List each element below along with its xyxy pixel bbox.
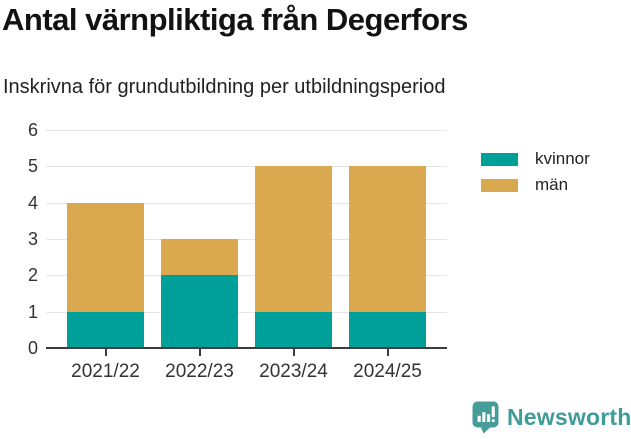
bar-segment-kvinnor — [67, 311, 144, 348]
gridline — [46, 275, 447, 277]
x-tick-label: 2024/25 — [353, 361, 422, 382]
bar-segment-män — [161, 239, 238, 276]
x-axis-line — [46, 347, 447, 349]
newsworthy-logo-icon — [472, 401, 499, 434]
y-tick-label: 0 — [27, 338, 38, 358]
y-tick-label: 1 — [27, 301, 38, 322]
bar-segment-kvinnor — [161, 275, 238, 348]
y-tick-label: 2 — [27, 265, 38, 286]
legend-swatch-kvinnor — [481, 152, 518, 166]
plot-area — [46, 130, 447, 356]
gridline — [46, 239, 447, 240]
gridline — [46, 166, 447, 168]
bar-segment-kvinnor — [255, 311, 332, 348]
bar-segment-män — [67, 202, 144, 312]
x-axis-tick — [104, 349, 107, 356]
newsworthy-brand-link[interactable]: Newsworthy — [472, 401, 631, 434]
x-tick-label: 2023/24 — [259, 361, 328, 382]
legend-item-kvinnor: kvinnor — [481, 146, 590, 172]
gridline — [46, 130, 447, 131]
legend: kvinnor män — [481, 146, 590, 198]
y-tick-label: 4 — [27, 192, 38, 213]
bar-segment-män — [255, 166, 332, 312]
chart-subtitle: Inskrivna för grundutbildning per utbild… — [3, 76, 446, 98]
x-tick-label: 2022/23 — [165, 361, 234, 382]
y-tick-label: 3 — [27, 229, 38, 249]
bar-segment-män — [349, 166, 426, 312]
x-axis-tick — [292, 349, 295, 356]
x-axis-tick — [386, 349, 389, 356]
legend-label-män: män — [535, 175, 569, 194]
y-tick-label: 5 — [27, 156, 38, 177]
legend-item-män: män — [481, 172, 590, 198]
brand-name: Newsworthy — [507, 404, 631, 430]
y-tick-label: 6 — [27, 120, 38, 140]
y-axis-labels: 0 1 2 3 4 5 6 — [0, 120, 38, 358]
bar-segment-kvinnor — [349, 311, 426, 348]
chart-title: Antal värnpliktiga från Degerfors — [2, 2, 468, 37]
gridline — [46, 311, 447, 313]
x-tick-label: 2021/22 — [71, 361, 140, 382]
x-axis-tick — [198, 349, 201, 356]
legend-swatch-män — [481, 178, 518, 192]
gridline — [46, 202, 447, 204]
legend-label-kvinnor: kvinnor — [535, 149, 590, 168]
